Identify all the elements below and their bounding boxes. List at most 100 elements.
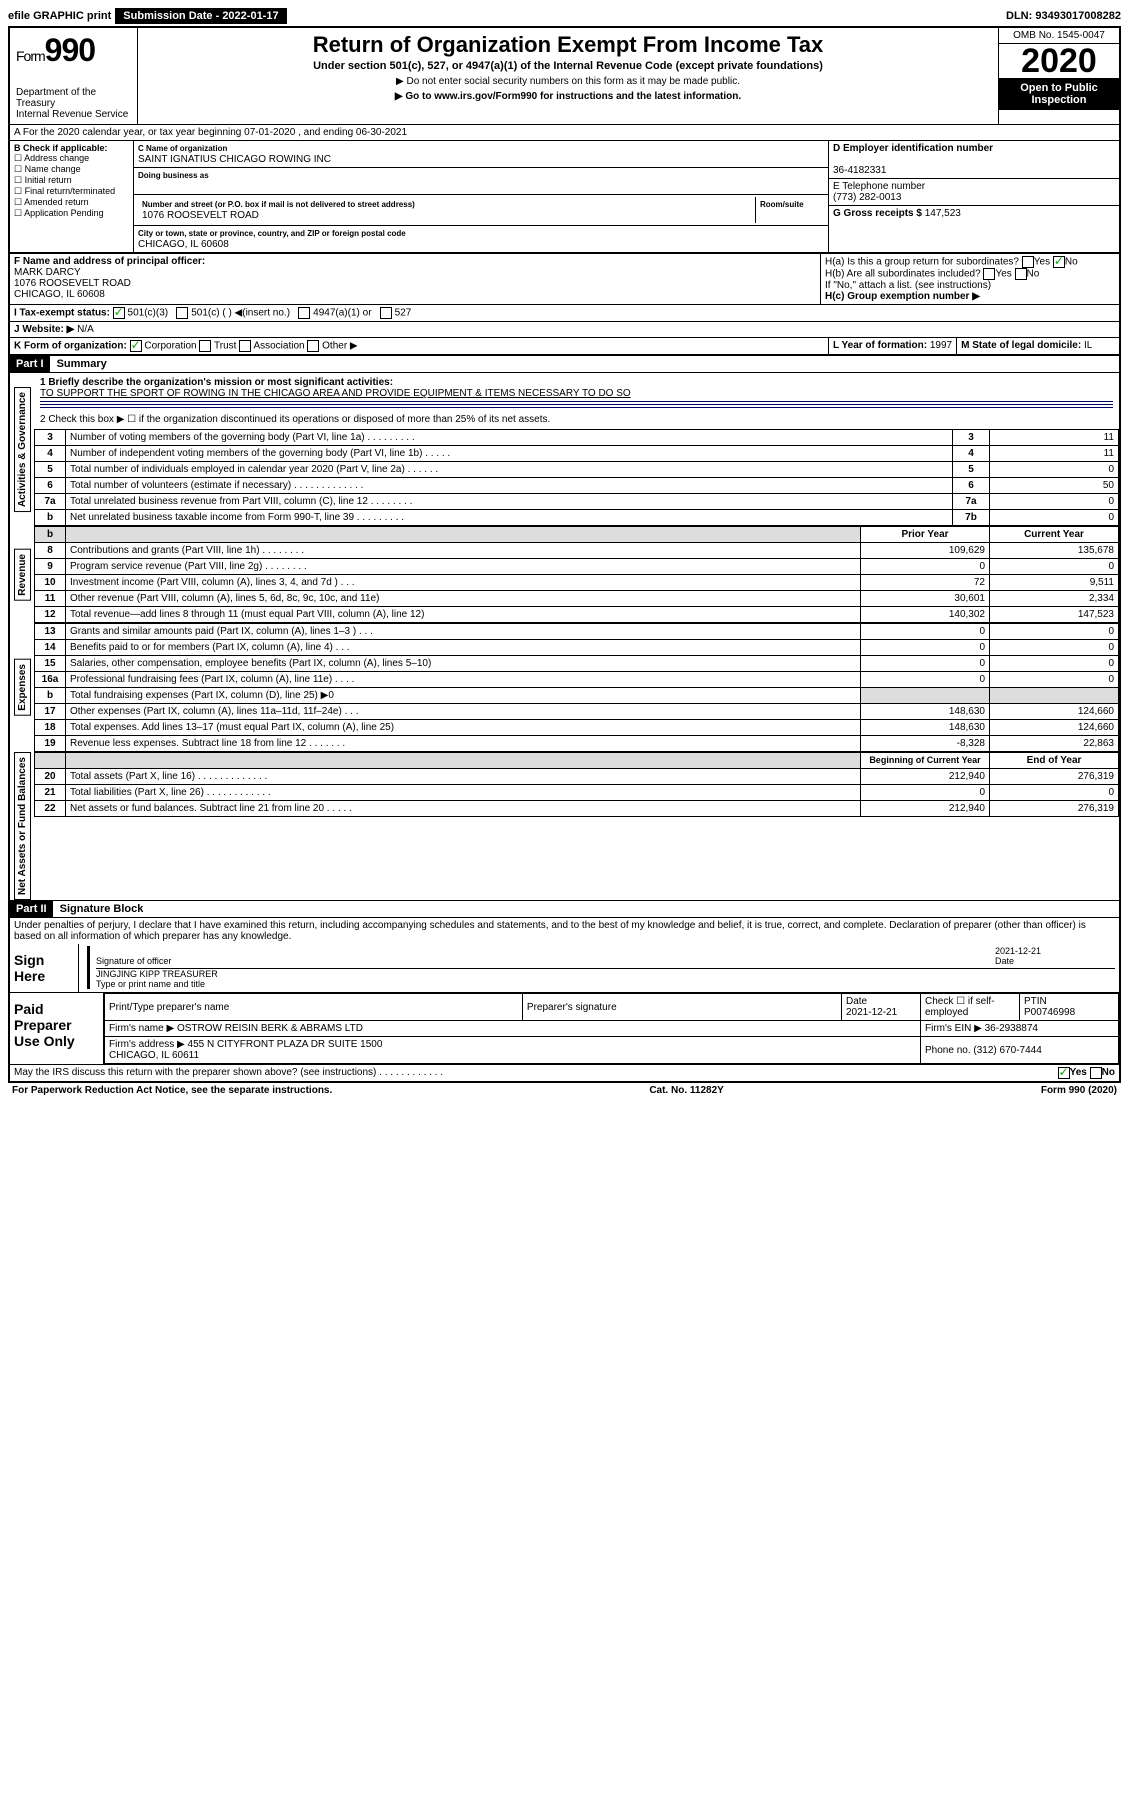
check-corporation[interactable] bbox=[130, 340, 142, 352]
k-label: K Form of organization: bbox=[14, 341, 127, 352]
hb-label: H(b) Are all subordinates included? bbox=[825, 269, 981, 280]
part1-header: Part I bbox=[10, 356, 50, 372]
room-label: Room/suite bbox=[760, 200, 804, 209]
firm-name: OSTROW REISIN BERK & ABRAMS LTD bbox=[177, 1023, 363, 1034]
summary-table: 3Number of voting members of the governi… bbox=[34, 429, 1119, 526]
net-assets-table: Beginning of Current YearEnd of Year 20T… bbox=[34, 752, 1119, 817]
check-application-pending[interactable]: ☐ Application Pending bbox=[14, 208, 129, 219]
name-title-label: Type or print name and title bbox=[96, 979, 205, 989]
page-footer: For Paperwork Reduction Act Notice, see … bbox=[8, 1083, 1121, 1098]
end-year-header: End of Year bbox=[990, 753, 1119, 769]
discuss-yes-checkbox[interactable] bbox=[1058, 1067, 1070, 1079]
gross-receipts-value: 147,523 bbox=[925, 208, 961, 219]
dba-label: Doing business as bbox=[138, 171, 209, 180]
firm-name-label: Firm's name ▶ bbox=[109, 1023, 174, 1034]
check-trust[interactable] bbox=[199, 340, 211, 352]
part2-header: Part II bbox=[10, 901, 53, 917]
prior-year-header: Prior Year bbox=[861, 527, 990, 543]
preparer-date: 2021-12-21 bbox=[846, 1007, 897, 1018]
city-state-zip: CHICAGO, IL 60608 bbox=[138, 239, 229, 250]
firm-ein-label: Firm's EIN ▶ bbox=[925, 1023, 982, 1034]
check-association[interactable] bbox=[239, 340, 251, 352]
org-name: SAINT IGNATIUS CHICAGO ROWING INC bbox=[138, 154, 331, 165]
check-527[interactable] bbox=[380, 307, 392, 319]
d-ein-label: D Employer identification number bbox=[833, 143, 993, 154]
department-label: Department of the Treasury Internal Reve… bbox=[16, 87, 131, 120]
preparer-sig-hdr: Preparer's signature bbox=[522, 994, 841, 1021]
footer-right: Form 990 (2020) bbox=[1041, 1085, 1117, 1096]
check-final-return[interactable]: ☐ Final return/terminated bbox=[14, 186, 129, 197]
check-501c3[interactable] bbox=[113, 307, 125, 319]
i-label: I Tax-exempt status: bbox=[14, 308, 110, 319]
b-header: B Check if applicable: bbox=[14, 143, 108, 153]
check-other[interactable] bbox=[307, 340, 319, 352]
firm-phone: (312) 670-7444 bbox=[973, 1045, 1041, 1056]
preparer-name-hdr: Print/Type preparer's name bbox=[105, 994, 523, 1021]
side-revenue: Revenue bbox=[14, 549, 31, 601]
check-501c[interactable] bbox=[176, 307, 188, 319]
submission-date-button[interactable]: Submission Date - 2022-01-17 bbox=[115, 8, 286, 24]
q2-label: 2 Check this box ▶ ☐ if the organization… bbox=[40, 414, 1113, 425]
discuss-question: May the IRS discuss this return with the… bbox=[14, 1067, 1058, 1079]
hb-note: If "No," attach a list. (see instruction… bbox=[825, 280, 1115, 291]
instruction-2: ▶ Go to www.irs.gov/Form990 for instruct… bbox=[395, 91, 741, 102]
city-label: City or town, state or province, country… bbox=[138, 229, 406, 238]
officer-name: MARK DARCY bbox=[14, 267, 81, 278]
sign-date: 2021-12-21 bbox=[995, 946, 1041, 956]
check-address-change[interactable]: ☐ Address change bbox=[14, 153, 129, 164]
check-4947[interactable] bbox=[298, 307, 310, 319]
footer-left: For Paperwork Reduction Act Notice, see … bbox=[12, 1085, 332, 1096]
ein-value: 36-4182331 bbox=[833, 165, 886, 176]
section-b-checkboxes: B Check if applicable: ☐ Address change … bbox=[10, 141, 134, 252]
firm-ein: 36-2938874 bbox=[985, 1023, 1038, 1034]
paid-preparer-label: Paid Preparer Use Only bbox=[10, 993, 104, 1064]
officer-typed-name: JINGJING KIPP TREASURER bbox=[96, 969, 218, 979]
side-net-assets: Net Assets or Fund Balances bbox=[14, 752, 31, 900]
sign-here-label: Sign Here bbox=[10, 944, 79, 992]
ha-no-checkbox[interactable] bbox=[1053, 256, 1065, 268]
penalty-declaration: Under penalties of perjury, I declare th… bbox=[10, 917, 1119, 944]
state-domicile: IL bbox=[1084, 340, 1092, 351]
l-label: L Year of formation: bbox=[833, 340, 927, 351]
form-prefix: Form bbox=[16, 48, 45, 64]
form-990-container: Form990 Department of the Treasury Inter… bbox=[8, 26, 1121, 1083]
j-website-label: J Website: ▶ bbox=[14, 324, 74, 335]
dln-label: DLN: 93493017008282 bbox=[1006, 10, 1121, 22]
row-a-tax-year: A For the 2020 calendar year, or tax yea… bbox=[10, 125, 1119, 141]
check-name-change[interactable]: ☐ Name change bbox=[14, 164, 129, 175]
firm-phone-label: Phone no. bbox=[925, 1045, 971, 1056]
hc-label: H(c) Group exemption number ▶ bbox=[825, 291, 980, 302]
street-label: Number and street (or P.O. box if mail i… bbox=[142, 200, 415, 209]
check-initial-return[interactable]: ☐ Initial return bbox=[14, 175, 129, 186]
part1-title: Summary bbox=[57, 358, 107, 370]
form-header: Form990 Department of the Treasury Inter… bbox=[10, 28, 1119, 125]
f-officer-label: F Name and address of principal officer: bbox=[14, 256, 205, 267]
ptin-value: P00746998 bbox=[1024, 1007, 1075, 1018]
self-employed-check[interactable]: Check ☐ if self-employed bbox=[921, 994, 1020, 1021]
part2-title: Signature Block bbox=[60, 903, 144, 915]
revenue-table: bPrior YearCurrent Year 8Contributions a… bbox=[34, 526, 1119, 623]
e-phone-label: E Telephone number bbox=[833, 181, 925, 192]
website-value: N/A bbox=[77, 324, 94, 335]
instruction-1: ▶ Do not enter social security numbers o… bbox=[146, 76, 990, 87]
ha-yes-checkbox[interactable] bbox=[1022, 256, 1034, 268]
sig-officer-label: Signature of officer bbox=[96, 956, 171, 966]
begin-year-header: Beginning of Current Year bbox=[861, 753, 990, 769]
g-receipts-label: G Gross receipts $ bbox=[833, 208, 922, 219]
top-bar: efile GRAPHIC print Submission Date - 20… bbox=[8, 8, 1121, 24]
expenses-table: 13Grants and similar amounts paid (Part … bbox=[34, 623, 1119, 752]
check-amended-return[interactable]: ☐ Amended return bbox=[14, 197, 129, 208]
discuss-no-checkbox[interactable] bbox=[1090, 1067, 1102, 1079]
form-title: Return of Organization Exempt From Incom… bbox=[146, 32, 990, 58]
mission-text: TO SUPPORT THE SPORT OF ROWING IN THE CH… bbox=[40, 388, 631, 399]
form-number: 990 bbox=[45, 32, 95, 68]
tax-year: 2020 bbox=[999, 44, 1119, 78]
street-address: 1076 ROOSEVELT ROAD bbox=[142, 210, 259, 221]
current-year-header: Current Year bbox=[990, 527, 1119, 543]
side-activities-governance: Activities & Governance bbox=[14, 387, 31, 512]
m-label: M State of legal domicile: bbox=[961, 340, 1081, 351]
hb-no-checkbox[interactable] bbox=[1015, 268, 1027, 280]
phone-value: (773) 282-0013 bbox=[833, 192, 901, 203]
hb-yes-checkbox[interactable] bbox=[983, 268, 995, 280]
inspection-label: Open to Public Inspection bbox=[999, 78, 1119, 110]
